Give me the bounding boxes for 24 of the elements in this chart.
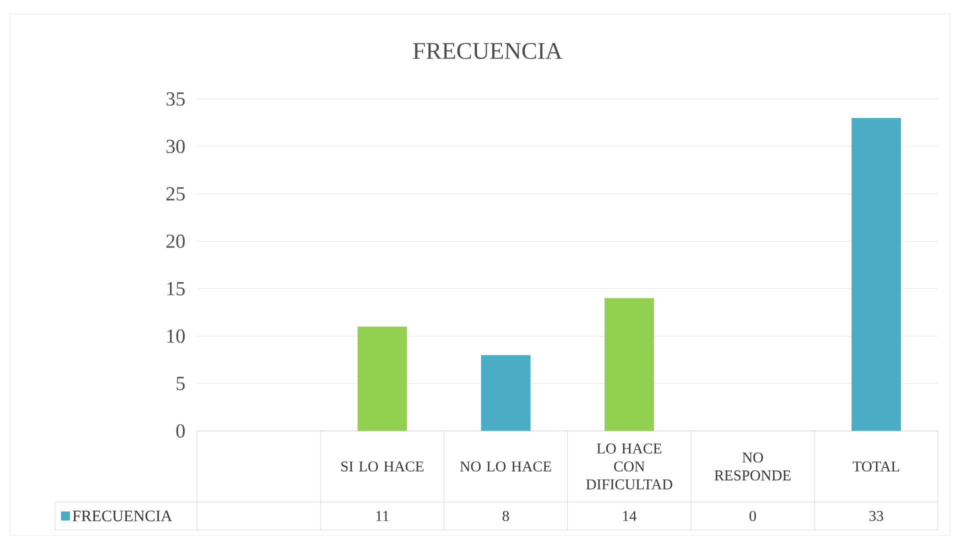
x-tick-label: NO LO HACE [460,461,552,472]
y-tick-label: 30 [166,140,185,154]
x-tick-label: TOTAL [852,461,900,472]
x-tick-label: LO HACE CON DIFICULTAD [586,444,672,490]
y-tick-label: 15 [167,282,185,296]
legend-label: FRECUENCIA [72,510,172,522]
data-label: 8 [502,510,509,522]
data-label: 14 [623,511,636,521]
bar [604,298,654,431]
data-label: 11 [376,511,389,521]
x-tick-label: SI LO HACE [341,461,424,472]
bar [358,326,407,431]
bar [852,118,901,431]
y-tick-label: 0 [176,424,185,438]
y-tick-label: 5 [176,376,185,390]
x-tick-label: NO RESPONDE [714,452,791,480]
data-label: 33 [870,510,884,521]
y-tick-label: 25 [166,187,185,201]
y-tick-label: 20 [166,234,185,248]
y-tick-label: 35 [166,92,185,106]
y-tick-label: 10 [167,329,185,343]
data-label: 0 [750,510,756,522]
chart-title: FRECUENCIA [413,42,562,60]
bar [481,355,530,431]
